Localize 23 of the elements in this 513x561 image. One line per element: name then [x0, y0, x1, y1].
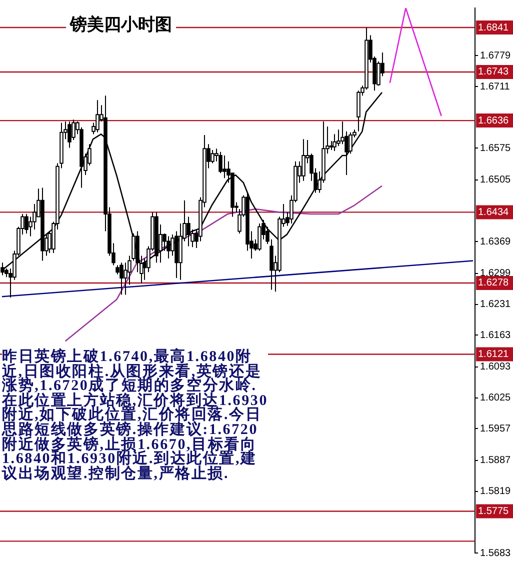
y-tick-label: 1.6231: [480, 299, 512, 310]
y-tick-label: 1.6575: [480, 142, 512, 154]
ref-line-label: 1.5775: [478, 506, 510, 517]
ref-line-label: 1.6636: [478, 115, 510, 126]
y-tick-label: 1.6505: [480, 174, 512, 186]
y-tick-label: 1.5819: [480, 486, 512, 498]
chart-title: 镑美四小时图: [66, 13, 176, 36]
y-tick-label: 1.6779: [480, 50, 512, 62]
y-tick-label: 1.5887: [480, 455, 512, 466]
ref-line-label: 1.6434: [478, 206, 510, 218]
y-tick-label: 1.6711: [480, 81, 510, 92]
y-tick-label: 1.6299: [480, 268, 512, 280]
y-tick-label: 1.6025: [480, 392, 512, 404]
y-tick-label: 1.6093: [480, 362, 512, 373]
ref-line-label: 1.6743: [478, 66, 510, 78]
y-tick-label: 1.5683: [480, 548, 512, 559]
text: 昨日英镑上破1.6740,最高1.6840附近,日图收阳柱.从图形来看,英镑还是涨势,1.6720成了短期的多空分水岭.在此位置上方站稳,汇价将到达1.6930附近,如下破此位置,汇价将回落.今日思路短线做多英镑.操作建议:1.6720附近做多英镑,止损1.6670,目标看向1.6840和1.6930附近.到达此位置,建议出场观望.控制仓量,严格止损.: [2, 349, 268, 482]
y-tick-label: 1.6369: [480, 236, 512, 248]
y-tick-label: 1.6163: [480, 330, 512, 341]
y-tick-label: 1.5957: [480, 423, 512, 434]
ref-line-label: 1.6121: [478, 348, 510, 360]
ref-line-label: 1.6278: [478, 278, 510, 289]
ref-line-label: 1.6841: [478, 22, 510, 34]
